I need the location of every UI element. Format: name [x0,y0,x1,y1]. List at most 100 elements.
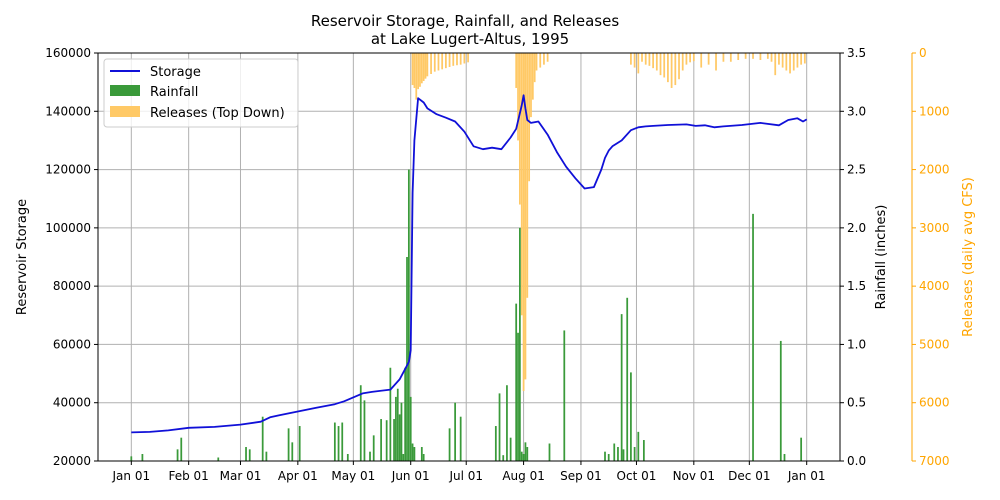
releases-bar [670,53,673,88]
releases-bar [519,53,521,205]
legend-storage-label: Storage [150,65,201,80]
x-tick-label: May 01 [331,469,375,483]
releases-bar [522,53,525,392]
releases-bar [543,53,545,65]
rainfall-bar [420,447,423,461]
rainfall-bar [404,367,407,461]
rainfall-bar [502,455,505,461]
rainfall-bar [506,385,508,461]
rainfall-bar [520,451,523,461]
releases-bar [452,53,455,66]
releases-bar [515,53,518,88]
rainfall-bar [385,420,388,461]
rainfall-bar [617,447,619,461]
rainfall-bar [402,454,405,461]
rainfall-bar [779,340,782,461]
releases-bar [681,53,684,71]
releases-bar [526,53,529,298]
chart-subtitle: at Lake Lugert-Altus, 1995 [371,30,569,48]
rainfall-bar [398,414,401,461]
releases-bar [524,53,527,380]
rainfall-bars [130,169,803,462]
rainfall-bar [245,447,247,461]
rainfall-axis-label: Rainfall (inches) [874,205,889,310]
plot-frame [97,52,841,462]
rainfall-bar [509,437,512,461]
rainfall-bar [783,454,786,461]
rainfall-tick-label: 0.5 [847,396,866,410]
rainfall-tick-label: 1.5 [847,279,866,293]
rainfall-bar [363,400,366,461]
releases-bar [659,53,662,76]
storage-line [131,94,808,434]
rainfall-tick-label: 1.0 [847,337,866,351]
releases-bar [441,53,444,70]
rainfall-bar [298,426,301,461]
x-tick-label: Dec 01 [728,469,770,483]
releases-bar [652,53,654,69]
releases-bar [456,53,458,66]
rainfall-bar [522,454,525,461]
releases-tick-label: 3000 [919,221,950,235]
rainfall-bar [369,451,371,461]
releases-bar [633,53,636,68]
releases-bar [437,53,440,71]
rainfall-tick-label: 2.0 [847,221,866,235]
rainfall-bar [407,169,410,462]
releases-bar [729,53,732,62]
releases-tick-label: 6000 [919,396,950,410]
rainfall-bar [642,440,645,461]
releases-bar [796,53,799,68]
y-left-tick-label: 120000 [45,163,91,177]
legend-box [103,58,299,128]
releases-bar [800,53,803,65]
y-left-axis-ticks: 20000 40000 60000 80000 100000 120000 140000 16… [45,46,98,468]
rainfall-bar [607,454,610,461]
releases-bar [707,53,710,65]
rainfall-bar [800,437,803,461]
rainfall-bar [333,422,336,461]
x-axis-ticks: Jan 01 Feb 01 Mar 01 Apr 01 May 01 Jun 01 Jul … [112,461,825,483]
releases-bar [411,53,414,86]
rainfall-tick-label: 2.5 [847,163,866,177]
rainfall-bar [265,451,268,461]
releases-bar [467,53,469,63]
x-tick-label: Sep 01 [560,469,602,483]
rainfall-bar [622,449,625,461]
releases-bar [766,53,769,59]
y-left-tick-label: 60000 [53,337,91,351]
legend-releases-swatch [110,106,140,117]
releases-axis-label: Releases (daily avg CFS) [961,177,976,337]
releases-axis-ticks: 0 1000 2000 3000 4000 5000 6000 7000 [912,46,950,468]
releases-bar [641,53,643,62]
rainfall-bar [141,454,144,461]
releases-tick-label: 5000 [919,337,950,351]
rainfall-bar [752,213,754,461]
rainfall-bar [517,332,519,461]
rainfall-tick-label: 0.0 [847,454,866,468]
releases-bar [785,53,788,71]
rainfall-bar [217,457,220,461]
rainfall-bar [261,416,264,461]
chart-title: Reservoir Storage, Rainfall, and Release… [311,12,619,30]
releases-bar [774,53,777,76]
releases-tick-label: 2000 [919,163,950,177]
rainfall-bar [359,385,362,461]
releases-bar [433,53,436,72]
x-tick-label: Jul 01 [448,469,483,483]
rainfall-bar [291,442,294,461]
y-left-tick-label: 140000 [45,104,91,118]
x-tick-label: Feb 01 [168,469,208,483]
y-left-tick-label: 20000 [53,454,91,468]
x-tick-label: Jan 01 [112,469,151,483]
rainfall-bar [448,428,451,461]
releases-bar [689,53,691,63]
releases-bar [459,53,462,65]
rainfall-tick-label: 3.0 [847,104,866,118]
rainfall-tick-label: 3.5 [847,46,866,60]
rainfall-bar [400,402,403,461]
releases-bar [528,53,531,182]
rainfall-bar [630,372,632,461]
releases-tick-label: 4000 [919,279,950,293]
